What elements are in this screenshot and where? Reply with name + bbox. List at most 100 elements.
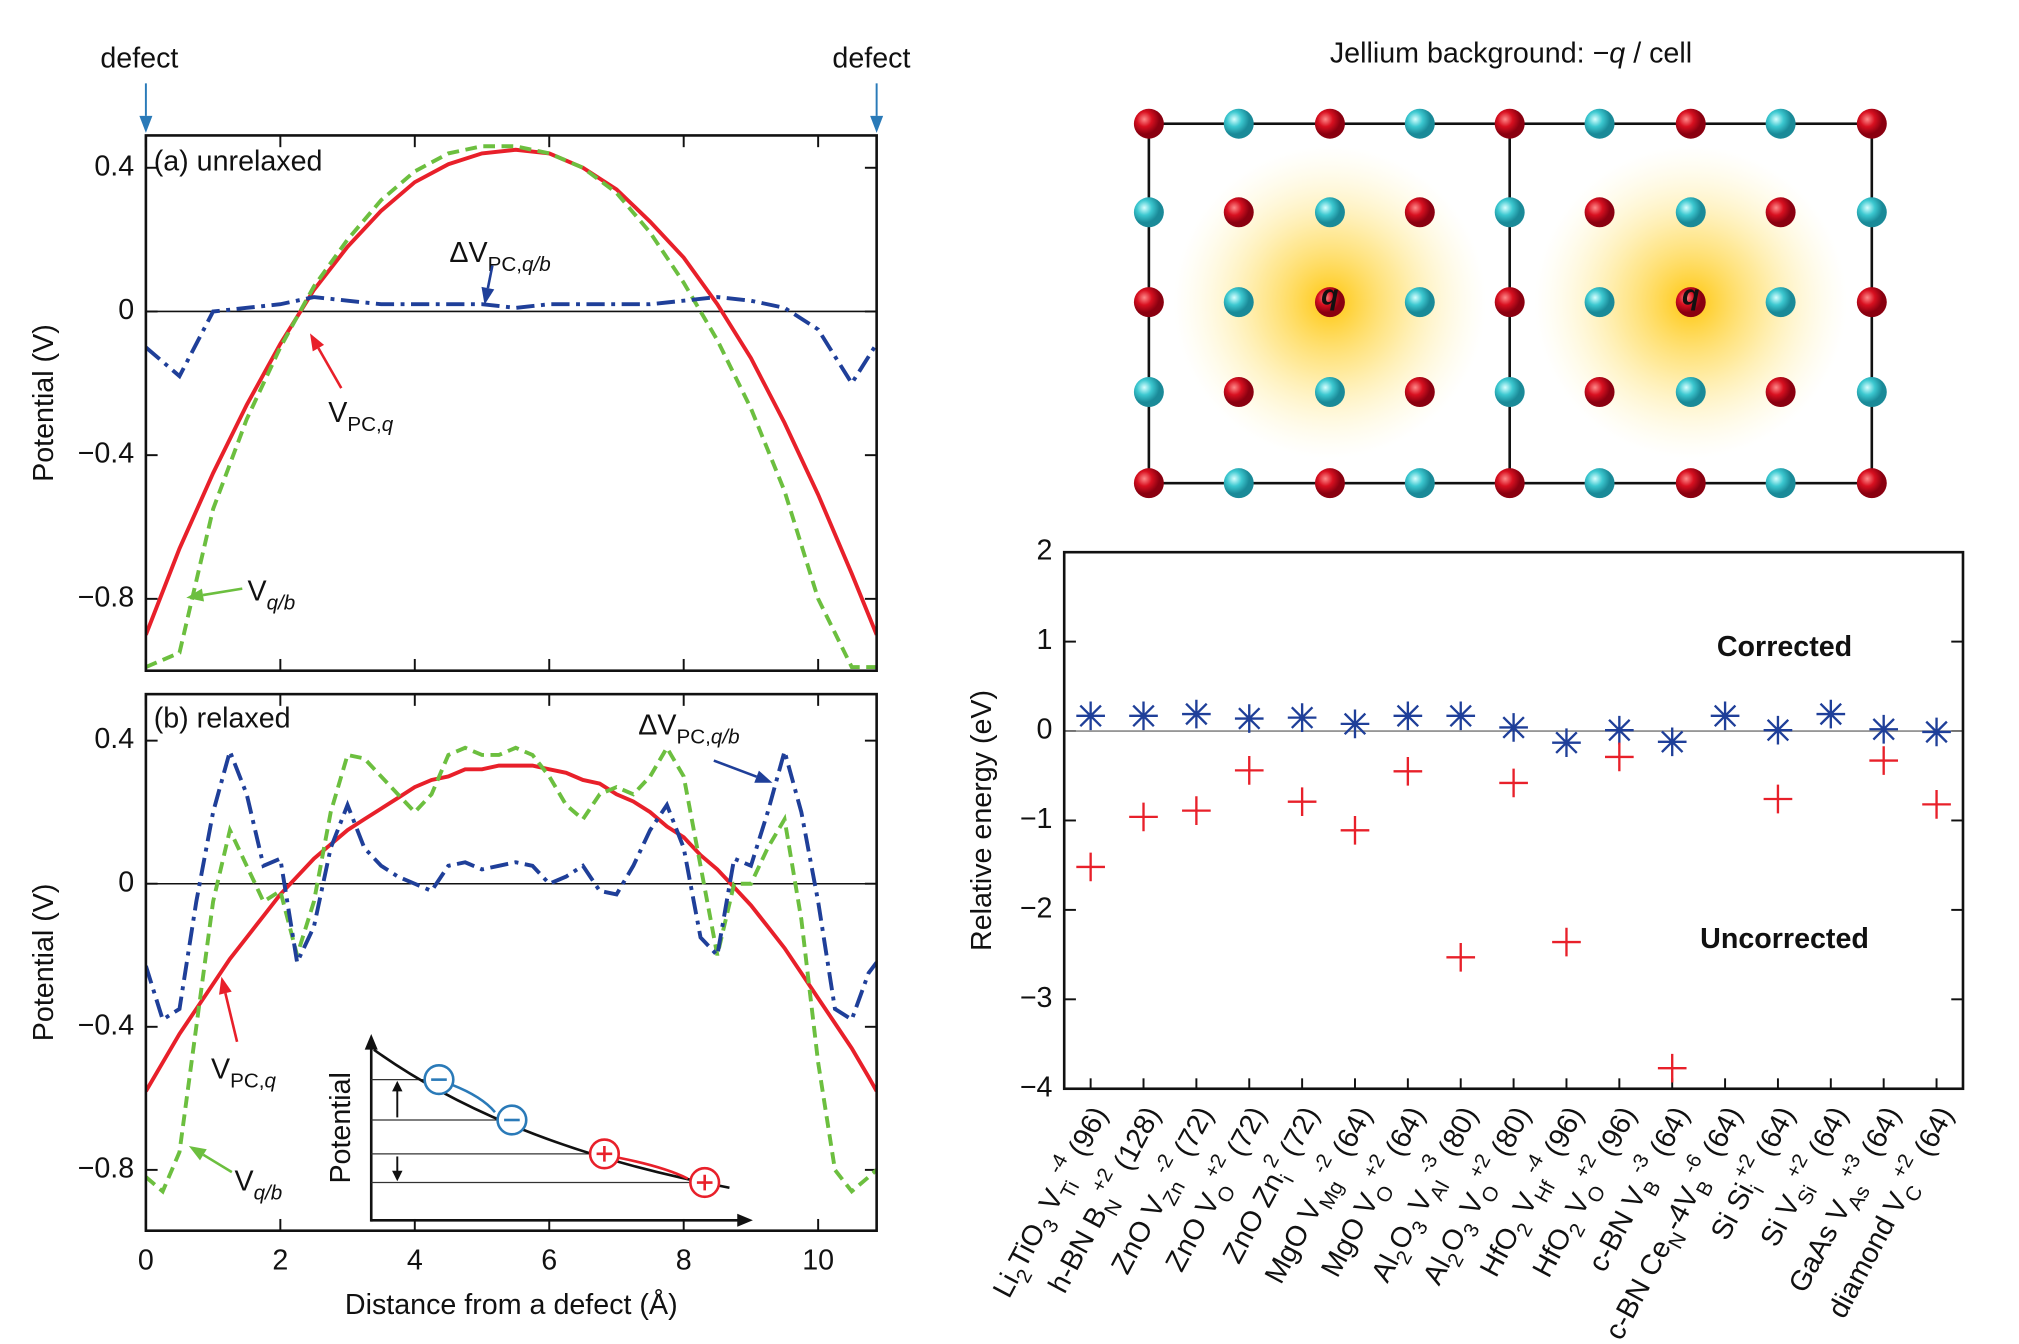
- defect-label: defect: [832, 42, 910, 74]
- atom: [1584, 468, 1615, 499]
- text-part: V: [328, 397, 347, 429]
- data-point: [1393, 701, 1423, 731]
- plus-sign: [596, 1146, 613, 1162]
- data-point: [1922, 717, 1951, 747]
- annotation-arrowhead: [870, 115, 884, 133]
- atom: [1133, 108, 1164, 139]
- atom: [1856, 377, 1887, 407]
- atom: [1856, 287, 1887, 318]
- atom: [1404, 197, 1435, 228]
- series-line: [145, 743, 877, 1195]
- series-name: Uncorrected: [1700, 923, 1869, 955]
- text-part: PC,: [347, 413, 381, 436]
- defect-label: defect: [100, 42, 178, 74]
- atom: [1314, 377, 1345, 407]
- plus-sign: [696, 1174, 713, 1191]
- y-tick-label: 0.4: [94, 150, 134, 182]
- atom: [1314, 468, 1345, 499]
- annotation-arrowhead: [139, 115, 153, 133]
- data-point: [1234, 704, 1264, 733]
- atom: [1675, 377, 1706, 407]
- text-part: PC,: [677, 726, 711, 749]
- inset-move: [618, 1156, 689, 1180]
- text-part: V: [247, 575, 266, 607]
- atom: [1223, 468, 1254, 499]
- inset-axis-label: Potential: [325, 1072, 357, 1183]
- atom: [1404, 108, 1435, 139]
- plot-frame: [1062, 550, 1965, 1091]
- y-tick-label: −0.8: [78, 581, 135, 613]
- inset-background: [341, 1028, 765, 1231]
- annotation-arrow: [486, 265, 494, 289]
- data-point: [1869, 746, 1899, 775]
- y-axis-label: Potential (V): [28, 884, 60, 1042]
- y-tick-label: −4: [1020, 1071, 1053, 1103]
- y-tick-label: 2: [1037, 535, 1053, 567]
- atom: [1494, 108, 1525, 139]
- plot-frame: [144, 134, 878, 672]
- text-part: q/b: [522, 253, 551, 276]
- x-tick-label: 2: [272, 1245, 288, 1277]
- annotation-arrowhead: [310, 333, 325, 352]
- atom: [1314, 108, 1345, 139]
- atom: [1765, 287, 1796, 318]
- series-line: [145, 743, 877, 1023]
- annotation-arrowhead: [219, 976, 232, 995]
- text-part: / cell: [1625, 37, 1692, 69]
- atom: [1133, 287, 1164, 318]
- text-part: q: [1609, 37, 1625, 69]
- data-point: [1076, 852, 1105, 882]
- y-tick-label: −0.8: [78, 1152, 135, 1184]
- text-part: q/b: [711, 726, 740, 749]
- atom: [1494, 377, 1525, 407]
- data-point: [1234, 756, 1264, 785]
- inset-arrowhead: [392, 1170, 403, 1182]
- data-point: [1182, 699, 1211, 729]
- inset-curve: [373, 1048, 730, 1190]
- atom: [1314, 197, 1345, 228]
- y-tick-label: 0: [118, 866, 134, 898]
- text-part: q/b: [267, 592, 296, 615]
- series-name: Corrected: [1717, 631, 1852, 663]
- text-part: ΔV: [638, 709, 676, 741]
- x-tick-label: 8: [676, 1245, 692, 1277]
- atom: [1584, 197, 1615, 228]
- series-label: VPC,q: [211, 1053, 277, 1092]
- y-tick-label: −3: [1020, 982, 1053, 1014]
- atom: [1133, 197, 1164, 228]
- atom: [1494, 197, 1525, 228]
- inset-arrowhead: [364, 1034, 378, 1050]
- data-point: [1605, 742, 1634, 772]
- series-label: VPC,q: [328, 397, 394, 436]
- atom: [1223, 377, 1254, 407]
- atom: [1856, 468, 1887, 499]
- panel-label: (b) relaxed: [154, 703, 291, 735]
- y-axis-label: Potential (V): [28, 324, 60, 482]
- atom: [1765, 108, 1796, 139]
- inset-arrowhead: [392, 1080, 403, 1092]
- y-tick-label: 0: [118, 294, 134, 326]
- atom: [1133, 468, 1164, 499]
- jellium-diagram: q q Jellium background: −q / cell: [1133, 37, 1887, 499]
- y-tick-label: −0.4: [78, 438, 135, 470]
- inset-arrowhead: [737, 1213, 753, 1227]
- atom: [1675, 108, 1706, 139]
- data-point: [1287, 703, 1317, 732]
- diagram-title: Jellium background: −q / cell: [1330, 37, 1692, 69]
- atom: [1584, 377, 1615, 407]
- atom: [1856, 197, 1887, 228]
- data-point: [1763, 715, 1793, 745]
- atom: [1584, 287, 1615, 318]
- text-part: V: [234, 1165, 253, 1197]
- atom: [1404, 287, 1435, 318]
- series-line: [145, 147, 877, 636]
- data-point: [1816, 699, 1846, 729]
- data-point: [1552, 927, 1581, 957]
- data-point: [1763, 784, 1793, 814]
- data-point: [1552, 728, 1581, 757]
- atom: [1404, 468, 1435, 499]
- text-part: Jellium background: −: [1330, 37, 1609, 69]
- data-point: [1922, 790, 1951, 819]
- y-tick-label: −2: [1020, 892, 1053, 924]
